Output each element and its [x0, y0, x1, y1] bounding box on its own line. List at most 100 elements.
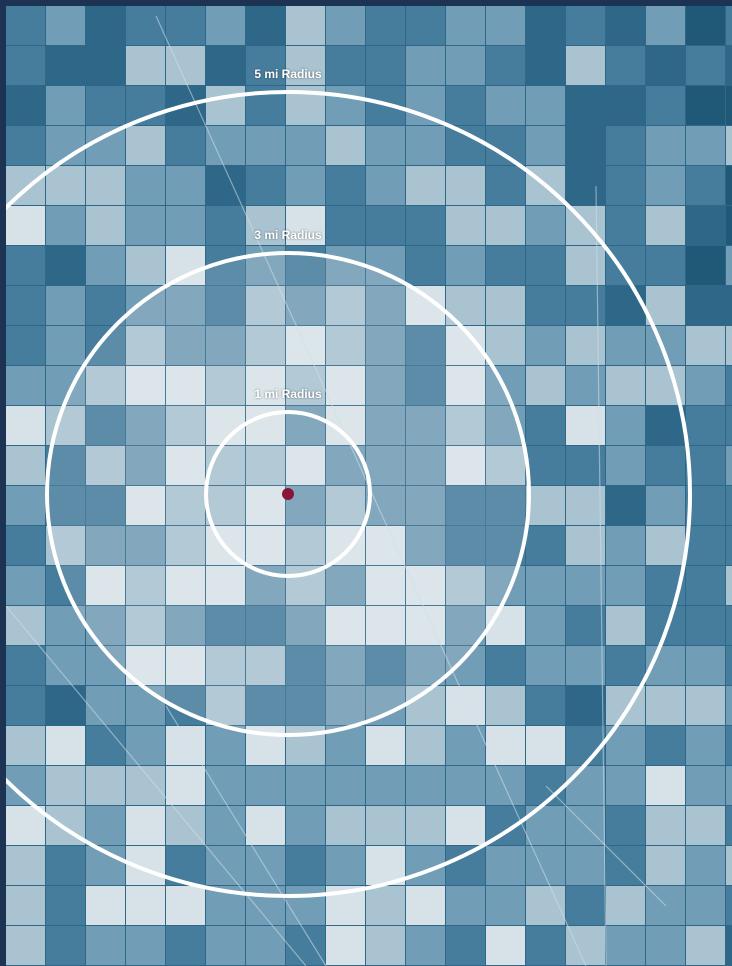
census-block	[206, 366, 245, 405]
ring-5mi[interactable]	[6, 90, 692, 898]
census-block	[606, 206, 645, 245]
census-block	[246, 366, 285, 405]
census-block	[286, 806, 325, 845]
census-block	[206, 606, 245, 645]
census-block	[246, 926, 285, 965]
census-block	[326, 286, 365, 325]
census-block	[406, 86, 445, 125]
census-block	[6, 86, 45, 125]
census-block	[406, 166, 445, 205]
census-block	[566, 246, 605, 285]
census-block	[486, 326, 525, 365]
census-block	[406, 726, 445, 765]
radius-rings-layer	[6, 90, 692, 898]
census-block	[166, 446, 205, 485]
road-line	[545, 785, 667, 907]
census-block	[326, 166, 365, 205]
census-block	[446, 686, 485, 725]
census-block	[486, 846, 525, 885]
census-block	[206, 6, 245, 45]
census-block	[366, 6, 405, 45]
census-block	[326, 846, 365, 885]
census-block	[646, 606, 685, 645]
ring-3mi[interactable]	[45, 251, 531, 737]
census-block	[526, 406, 565, 445]
census-block	[206, 846, 245, 885]
census-block	[726, 766, 732, 805]
census-block	[406, 806, 445, 845]
census-block	[326, 366, 365, 405]
census-block	[686, 886, 725, 925]
census-block	[486, 886, 525, 925]
census-block	[46, 86, 85, 125]
census-block	[446, 806, 485, 845]
map-canvas[interactable]: 5 mi Radius 3 mi Radius 1 mi Radius	[6, 6, 732, 966]
census-block	[326, 646, 365, 685]
census-block	[566, 646, 605, 685]
ring-1mi-label: 1 mi Radius	[254, 387, 322, 401]
census-block	[446, 526, 485, 565]
census-block	[486, 46, 525, 85]
census-block	[646, 526, 685, 565]
census-block	[406, 646, 445, 685]
census-block	[726, 726, 732, 765]
census-block	[166, 806, 205, 845]
census-block	[166, 406, 205, 445]
census-block	[246, 286, 285, 325]
census-block	[366, 126, 405, 165]
census-block	[206, 646, 245, 685]
census-block	[46, 766, 85, 805]
census-block	[246, 806, 285, 845]
census-block	[326, 686, 365, 725]
census-block	[126, 46, 165, 85]
census-block	[286, 526, 325, 565]
census-block	[486, 926, 525, 965]
census-block	[566, 446, 605, 485]
census-block	[366, 446, 405, 485]
census-block	[606, 166, 645, 205]
census-block	[486, 446, 525, 485]
census-block	[486, 486, 525, 525]
census-block	[646, 446, 685, 485]
census-block	[726, 366, 732, 405]
census-block	[126, 366, 165, 405]
census-block	[566, 526, 605, 565]
census-block	[126, 566, 165, 605]
census-block	[166, 926, 205, 965]
census-block	[286, 606, 325, 645]
census-block	[606, 126, 645, 165]
census-block	[446, 846, 485, 885]
census-block	[606, 446, 645, 485]
census-block	[526, 366, 565, 405]
census-block	[526, 566, 565, 605]
census-block	[606, 606, 645, 645]
census-block	[166, 646, 205, 685]
census-block	[366, 926, 405, 965]
census-block	[206, 206, 245, 245]
location-dot-icon[interactable]	[282, 488, 294, 500]
census-block	[486, 86, 525, 125]
census-block	[566, 926, 605, 965]
census-block	[126, 526, 165, 565]
census-block	[446, 166, 485, 205]
census-block	[166, 606, 205, 645]
census-block	[166, 486, 205, 525]
census-block	[126, 806, 165, 845]
census-block	[406, 566, 445, 605]
census-block	[566, 86, 605, 125]
census-block	[566, 326, 605, 365]
census-block	[246, 766, 285, 805]
census-block	[406, 126, 445, 165]
census-block	[686, 86, 725, 125]
census-block	[526, 926, 565, 965]
census-block	[86, 806, 125, 845]
census-block	[86, 766, 125, 805]
census-block	[566, 766, 605, 805]
census-block	[6, 326, 45, 365]
census-block	[686, 846, 725, 885]
census-block	[486, 286, 525, 325]
ring-1mi[interactable]	[204, 410, 372, 578]
census-block	[6, 846, 45, 885]
census-block	[406, 526, 445, 565]
